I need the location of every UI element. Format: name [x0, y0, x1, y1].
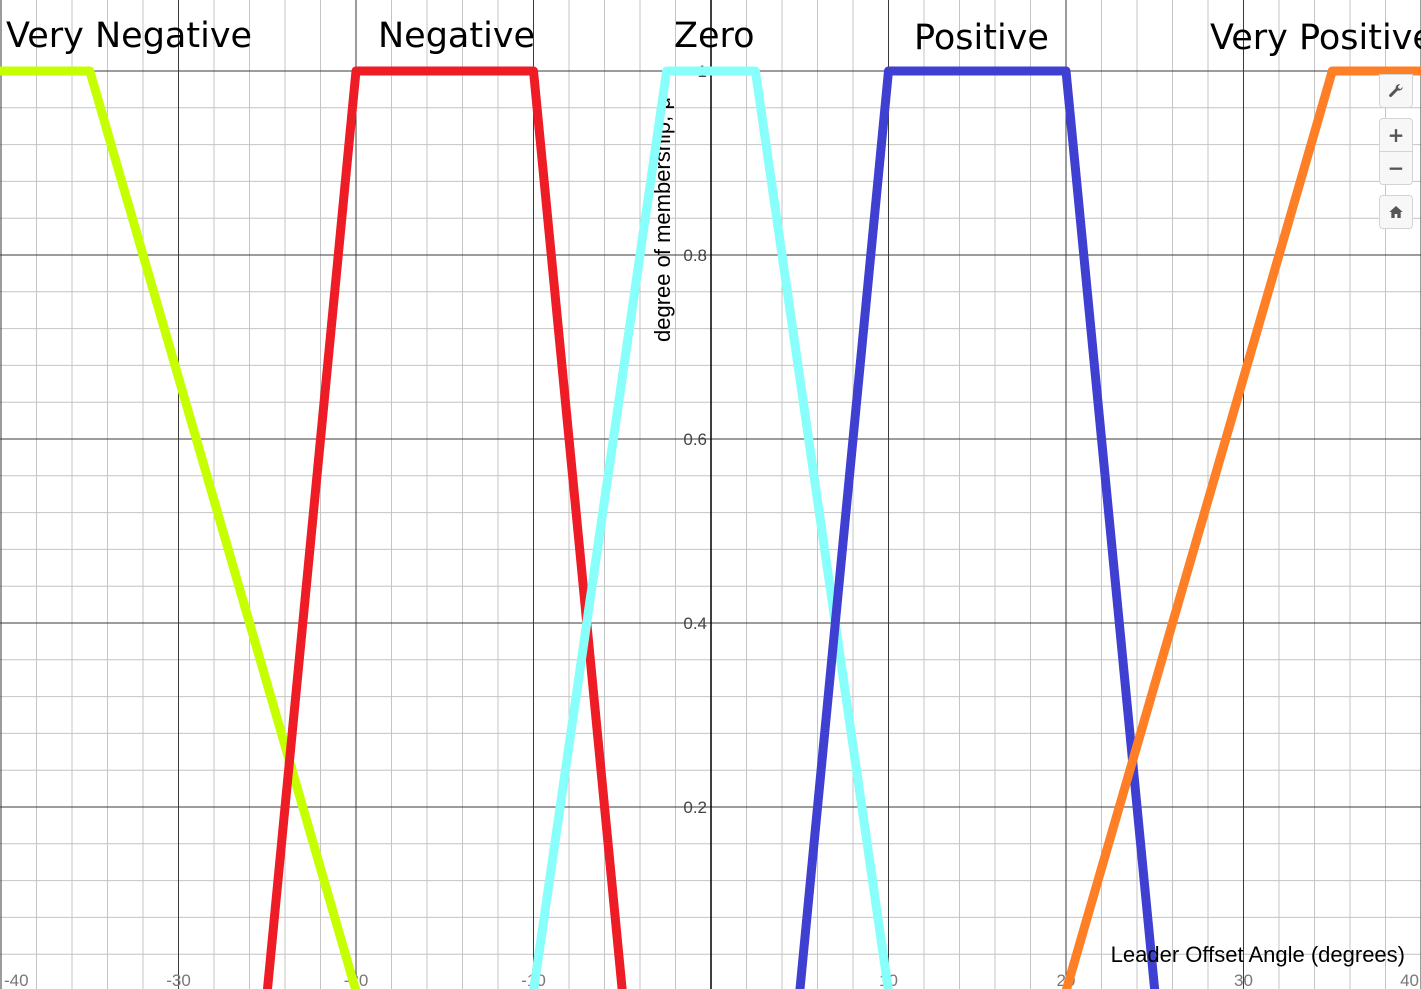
minus-icon: −: [1387, 156, 1405, 180]
x-tick-label: 30: [1234, 971, 1253, 989]
set-label-very-negative: Very Negative: [6, 16, 253, 56]
y-tick-label: 0.4: [683, 614, 707, 633]
series-lines: [0, 66, 1421, 989]
x-tick-label: 40: [1400, 971, 1419, 989]
y-tick-label: 0.6: [683, 430, 707, 449]
home-icon: [1389, 206, 1403, 218]
zoom-in-button[interactable]: +: [1379, 118, 1413, 152]
plus-icon: +: [1387, 123, 1405, 147]
x-tick-label: -40: [4, 971, 29, 989]
series-line-very-negative: [0, 66, 361, 989]
set-label-very-positive: Very Positive: [1210, 18, 1421, 58]
zoom-out-button[interactable]: −: [1379, 151, 1413, 185]
y-tick-label: 0.8: [683, 246, 707, 265]
graph-controls: + −: [1379, 74, 1415, 229]
x-axis-label: Leader Offset Angle (degrees): [1111, 942, 1405, 967]
set-label-positive: Positive: [914, 18, 1049, 58]
series-line-negative: [262, 66, 627, 989]
y-tick-label: 0.2: [683, 798, 707, 817]
wrench-icon: [1389, 84, 1403, 97]
settings-button[interactable]: [1379, 74, 1413, 108]
series-line-positive: [795, 66, 1160, 989]
home-button[interactable]: [1379, 195, 1413, 229]
set-label-zero: Zero: [674, 16, 755, 56]
set-label-negative: Negative: [378, 16, 536, 56]
x-tick-label: -30: [166, 971, 191, 989]
y-axis-ticks: 0.20.40.60.81: [683, 62, 707, 817]
series-line-zero: [529, 66, 893, 989]
series-line-very-positive: [1061, 66, 1421, 989]
